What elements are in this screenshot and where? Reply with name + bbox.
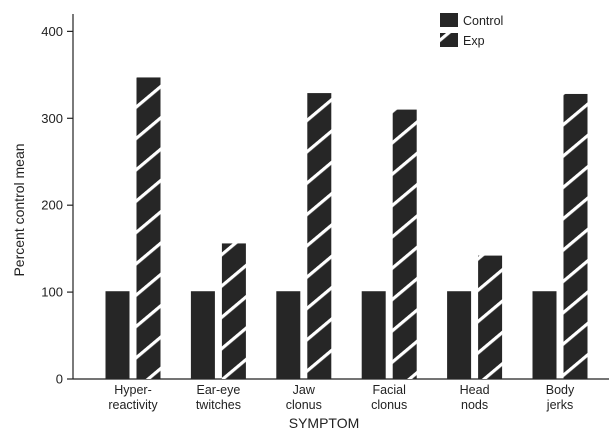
y-tick-label: 300 <box>41 111 63 126</box>
axes <box>72 14 609 380</box>
bar-exp <box>392 109 417 379</box>
bar-exp <box>221 243 246 379</box>
category-label: Body jerks <box>546 383 575 412</box>
legend-swatch-exp <box>440 33 458 47</box>
category-label: Facial clonus <box>371 383 407 412</box>
bar-exp <box>307 93 332 379</box>
bar-control <box>447 291 472 379</box>
bar-control <box>190 291 215 379</box>
legend-label-control: Control <box>463 14 503 28</box>
bar-control <box>532 291 557 379</box>
legend-swatch-control <box>440 13 458 27</box>
category-label: Head nods <box>460 383 490 412</box>
category-label: Ear-eye twitches <box>196 383 241 412</box>
y-tick-label: 200 <box>41 198 63 213</box>
bar-exp <box>563 93 588 379</box>
category-labels: Hyper-reactivity Ear-eye twitches Jaw clonus… <box>108 383 575 412</box>
y-axis-title: Percent control mean <box>11 143 27 276</box>
category-label: Hyper-reactivity <box>108 383 158 412</box>
x-axis-title: SYMPTOM <box>289 415 360 431</box>
bar-control <box>105 291 130 379</box>
y-ticks: 0 100 200 300 400 <box>41 24 73 387</box>
bar-control <box>276 291 301 379</box>
y-tick-label: 0 <box>56 372 63 387</box>
bar-exp <box>136 77 161 379</box>
category-label: Jaw clonus <box>286 383 322 412</box>
legend-label-exp: Exp <box>463 34 485 48</box>
bar-control <box>361 291 386 379</box>
y-tick-label: 100 <box>41 285 63 300</box>
legend: Control Exp <box>440 13 503 48</box>
bars <box>105 77 588 379</box>
bar-exp <box>478 255 503 379</box>
y-tick-label: 400 <box>41 24 63 39</box>
